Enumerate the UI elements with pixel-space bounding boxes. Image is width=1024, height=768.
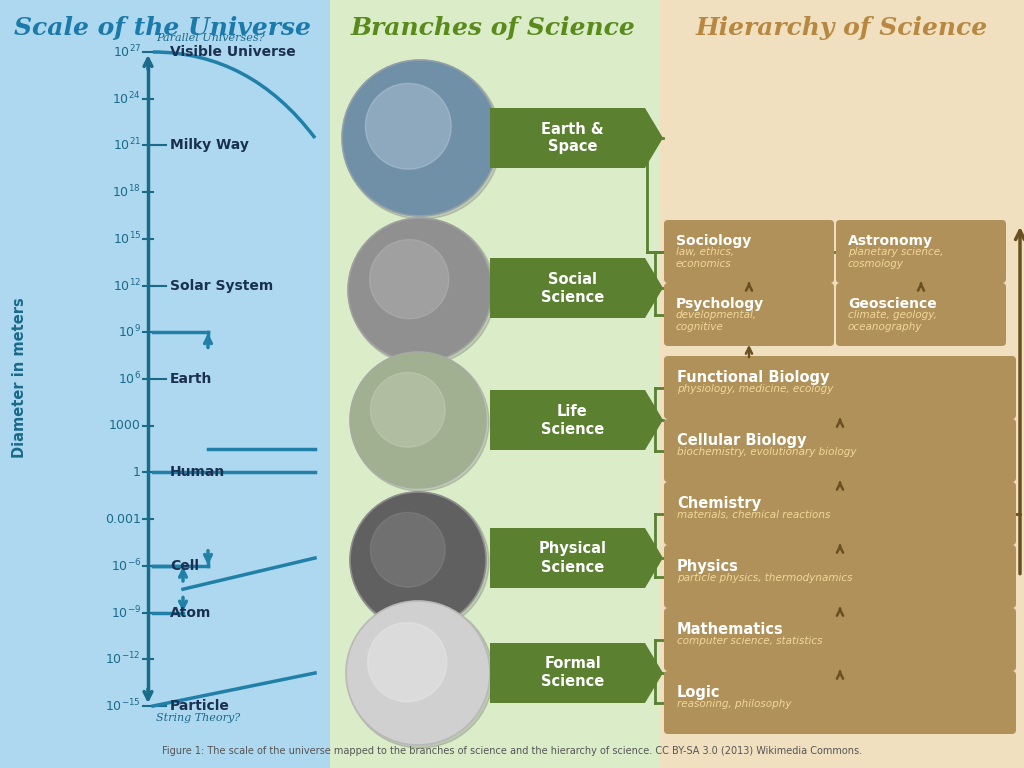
Text: Atom: Atom [170, 606, 211, 620]
Text: Branches of Science: Branches of Science [350, 16, 635, 40]
Text: law, ethics,
economics: law, ethics, economics [676, 247, 734, 270]
Text: materials, chemical reactions: materials, chemical reactions [677, 510, 830, 520]
Text: $10^{12}$: $10^{12}$ [113, 277, 141, 294]
Circle shape [368, 623, 446, 702]
Circle shape [371, 372, 445, 447]
Text: $10^9$: $10^9$ [118, 324, 141, 340]
Circle shape [371, 512, 445, 588]
Polygon shape [490, 258, 663, 318]
FancyBboxPatch shape [664, 671, 1016, 734]
FancyBboxPatch shape [664, 283, 834, 346]
FancyBboxPatch shape [664, 220, 834, 283]
FancyBboxPatch shape [664, 608, 1016, 671]
Text: computer science, statistics: computer science, statistics [677, 636, 822, 646]
Text: Chemistry: Chemistry [677, 496, 761, 511]
FancyBboxPatch shape [664, 356, 1016, 419]
Text: Geoscience: Geoscience [848, 297, 937, 311]
Text: Physical
Science: Physical Science [539, 541, 606, 574]
Text: Physics: Physics [677, 559, 739, 574]
FancyBboxPatch shape [664, 482, 1016, 545]
Circle shape [342, 60, 498, 216]
Bar [0, 0, 330, 768]
Text: $10^{27}$: $10^{27}$ [113, 44, 141, 61]
Text: Particle: Particle [170, 699, 229, 713]
Polygon shape [490, 108, 663, 168]
Text: Mathematics: Mathematics [677, 622, 783, 637]
Text: Logic: Logic [677, 685, 721, 700]
Circle shape [351, 353, 489, 491]
Text: Human: Human [170, 465, 225, 479]
Text: 1: 1 [133, 466, 141, 479]
Text: $10^{24}$: $10^{24}$ [113, 91, 141, 107]
Text: $10^6$: $10^6$ [118, 371, 141, 387]
Bar [330, 0, 660, 768]
Text: Hierarchy of Science: Hierarchy of Science [696, 16, 988, 40]
Text: physiology, medicine, ecology: physiology, medicine, ecology [677, 384, 834, 394]
Text: $10^{-12}$: $10^{-12}$ [105, 651, 141, 667]
Text: $10^{18}$: $10^{18}$ [113, 184, 141, 200]
Text: $10^{15}$: $10^{15}$ [113, 230, 141, 247]
Text: $10^{-15}$: $10^{-15}$ [105, 697, 141, 714]
Text: Figure 1: The scale of the universe mapped to the branches of science and the hi: Figure 1: The scale of the universe mapp… [162, 746, 862, 756]
Text: particle physics, thermodynamics: particle physics, thermodynamics [677, 573, 853, 583]
Text: developmental,
cognitive: developmental, cognitive [676, 310, 757, 333]
Text: $10^{21}$: $10^{21}$ [113, 137, 141, 154]
Text: Sociology: Sociology [676, 234, 752, 248]
Polygon shape [490, 643, 663, 703]
Text: $10^{-9}$: $10^{-9}$ [111, 604, 141, 621]
Circle shape [350, 492, 486, 628]
FancyBboxPatch shape [664, 545, 1016, 608]
Circle shape [366, 84, 452, 169]
Circle shape [347, 602, 493, 748]
Circle shape [351, 493, 489, 631]
Circle shape [370, 240, 449, 319]
Bar [660, 0, 1024, 768]
Text: Milky Way: Milky Way [170, 138, 249, 152]
Text: reasoning, philosophy: reasoning, philosophy [677, 699, 792, 709]
Text: Psychology: Psychology [676, 297, 764, 311]
Text: 0.001: 0.001 [105, 513, 141, 525]
Text: Formal
Science: Formal Science [541, 657, 604, 690]
Circle shape [346, 601, 490, 745]
Text: climate, geology,
oceanography: climate, geology, oceanography [848, 310, 937, 333]
Text: planetary science,
cosmology: planetary science, cosmology [848, 247, 943, 270]
Text: Earth &
Space: Earth & Space [542, 121, 604, 154]
Text: Social
Science: Social Science [541, 272, 604, 304]
Text: $10^{-6}$: $10^{-6}$ [111, 558, 141, 574]
Circle shape [343, 61, 501, 219]
Text: Astronomy: Astronomy [848, 234, 933, 248]
Text: 1000: 1000 [110, 419, 141, 432]
Circle shape [348, 218, 492, 362]
Text: Life
Science: Life Science [541, 403, 604, 436]
Text: Earth: Earth [170, 372, 212, 386]
Text: Cellular Biology: Cellular Biology [677, 433, 807, 448]
Circle shape [349, 219, 495, 365]
Polygon shape [490, 528, 663, 588]
Text: Solar System: Solar System [170, 279, 273, 293]
Text: Visible Universe: Visible Universe [170, 45, 296, 59]
Text: Functional Biology: Functional Biology [677, 370, 829, 385]
Text: biochemistry, evolutionary biology: biochemistry, evolutionary biology [677, 447, 856, 457]
FancyBboxPatch shape [664, 419, 1016, 482]
Text: Diameter in meters: Diameter in meters [12, 298, 28, 458]
Text: Cell: Cell [170, 559, 199, 573]
Text: Parallel Universes?: Parallel Universes? [156, 33, 264, 43]
FancyBboxPatch shape [836, 283, 1006, 346]
Polygon shape [490, 390, 663, 450]
Text: String Theory?: String Theory? [156, 713, 241, 723]
Text: Scale of the Universe: Scale of the Universe [13, 16, 310, 40]
Circle shape [350, 352, 486, 488]
FancyBboxPatch shape [836, 220, 1006, 283]
